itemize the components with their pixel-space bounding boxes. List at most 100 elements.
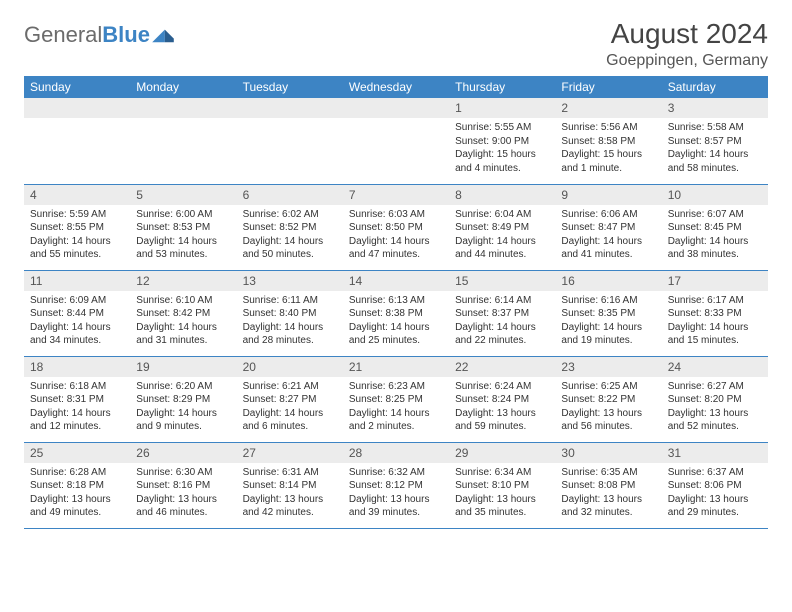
calendar-day-cell: 12Sunrise: 6:10 AMSunset: 8:42 PMDayligh… (130, 270, 236, 356)
sunset-text: Sunset: 8:10 PM (455, 479, 549, 493)
calendar-day-cell: 16Sunrise: 6:16 AMSunset: 8:35 PMDayligh… (555, 270, 661, 356)
daylight-text-2: and 9 minutes. (136, 420, 230, 434)
sunrise-text: Sunrise: 6:10 AM (136, 294, 230, 308)
calendar-day-cell: 8Sunrise: 6:04 AMSunset: 8:49 PMDaylight… (449, 184, 555, 270)
daylight-text-2: and 12 minutes. (30, 420, 124, 434)
calendar-day-cell: 9Sunrise: 6:06 AMSunset: 8:47 PMDaylight… (555, 184, 661, 270)
daylight-text-1: Daylight: 13 hours (243, 493, 337, 507)
sunset-text: Sunset: 8:27 PM (243, 393, 337, 407)
daylight-text-2: and 42 minutes. (243, 506, 337, 520)
day-details: Sunrise: 6:37 AMSunset: 8:06 PMDaylight:… (662, 463, 768, 524)
day-number: 31 (662, 443, 768, 463)
day-details: Sunrise: 6:10 AMSunset: 8:42 PMDaylight:… (130, 291, 236, 352)
calendar-day-cell: 21Sunrise: 6:23 AMSunset: 8:25 PMDayligh… (343, 356, 449, 442)
sunrise-text: Sunrise: 5:55 AM (455, 121, 549, 135)
daylight-text-1: Daylight: 14 hours (136, 321, 230, 335)
calendar-day-cell: 2Sunrise: 5:56 AMSunset: 8:58 PMDaylight… (555, 98, 661, 184)
daylight-text-1: Daylight: 14 hours (349, 235, 443, 249)
sunset-text: Sunset: 8:53 PM (136, 221, 230, 235)
day-details: Sunrise: 6:16 AMSunset: 8:35 PMDaylight:… (555, 291, 661, 352)
day-number: 24 (662, 357, 768, 377)
daylight-text-2: and 58 minutes. (668, 162, 762, 176)
daylight-text-1: Daylight: 13 hours (349, 493, 443, 507)
sunset-text: Sunset: 8:47 PM (561, 221, 655, 235)
sunrise-text: Sunrise: 6:17 AM (668, 294, 762, 308)
weekday-header: Friday (555, 76, 661, 98)
daylight-text-2: and 50 minutes. (243, 248, 337, 262)
brand-name: GeneralBlue (24, 22, 150, 48)
daylight-text-1: Daylight: 14 hours (30, 407, 124, 421)
day-details: Sunrise: 6:07 AMSunset: 8:45 PMDaylight:… (662, 205, 768, 266)
sunset-text: Sunset: 8:08 PM (561, 479, 655, 493)
day-details: Sunrise: 6:03 AMSunset: 8:50 PMDaylight:… (343, 205, 449, 266)
calendar-day-cell: 20Sunrise: 6:21 AMSunset: 8:27 PMDayligh… (237, 356, 343, 442)
daylight-text-1: Daylight: 14 hours (30, 321, 124, 335)
sunset-text: Sunset: 8:18 PM (30, 479, 124, 493)
day-number: 11 (24, 271, 130, 291)
day-number: 26 (130, 443, 236, 463)
day-details: Sunrise: 6:14 AMSunset: 8:37 PMDaylight:… (449, 291, 555, 352)
day-details: Sunrise: 5:58 AMSunset: 8:57 PMDaylight:… (662, 118, 768, 179)
day-details: Sunrise: 6:32 AMSunset: 8:12 PMDaylight:… (343, 463, 449, 524)
day-number: 12 (130, 271, 236, 291)
calendar-day-cell: 11Sunrise: 6:09 AMSunset: 8:44 PMDayligh… (24, 270, 130, 356)
daylight-text-2: and 4 minutes. (455, 162, 549, 176)
day-number: 15 (449, 271, 555, 291)
sunset-text: Sunset: 8:35 PM (561, 307, 655, 321)
daylight-text-2: and 25 minutes. (349, 334, 443, 348)
calendar-day-cell: 18Sunrise: 6:18 AMSunset: 8:31 PMDayligh… (24, 356, 130, 442)
calendar-day-cell (237, 98, 343, 184)
daylight-text-1: Daylight: 14 hours (243, 235, 337, 249)
day-number: 30 (555, 443, 661, 463)
sunrise-text: Sunrise: 6:16 AM (561, 294, 655, 308)
day-details: Sunrise: 6:06 AMSunset: 8:47 PMDaylight:… (555, 205, 661, 266)
weekday-header: Thursday (449, 76, 555, 98)
sunrise-text: Sunrise: 6:28 AM (30, 466, 124, 480)
daylight-text-2: and 31 minutes. (136, 334, 230, 348)
day-details: Sunrise: 6:04 AMSunset: 8:49 PMDaylight:… (449, 205, 555, 266)
day-details: Sunrise: 6:30 AMSunset: 8:16 PMDaylight:… (130, 463, 236, 524)
day-number: 1 (449, 98, 555, 118)
day-number: 20 (237, 357, 343, 377)
calendar-day-cell: 25Sunrise: 6:28 AMSunset: 8:18 PMDayligh… (24, 442, 130, 528)
sunrise-text: Sunrise: 6:20 AM (136, 380, 230, 394)
day-details: Sunrise: 6:35 AMSunset: 8:08 PMDaylight:… (555, 463, 661, 524)
weekday-header: Saturday (662, 76, 768, 98)
calendar-day-cell: 19Sunrise: 6:20 AMSunset: 8:29 PMDayligh… (130, 356, 236, 442)
calendar-day-cell: 4Sunrise: 5:59 AMSunset: 8:55 PMDaylight… (24, 184, 130, 270)
brand-name-part1: General (24, 22, 102, 47)
daylight-text-2: and 55 minutes. (30, 248, 124, 262)
sunrise-text: Sunrise: 6:27 AM (668, 380, 762, 394)
sunrise-text: Sunrise: 6:02 AM (243, 208, 337, 222)
daylight-text-1: Daylight: 14 hours (455, 235, 549, 249)
daylight-text-2: and 47 minutes. (349, 248, 443, 262)
daylight-text-1: Daylight: 13 hours (561, 493, 655, 507)
sunrise-text: Sunrise: 6:35 AM (561, 466, 655, 480)
sunrise-text: Sunrise: 6:09 AM (30, 294, 124, 308)
day-details: Sunrise: 6:24 AMSunset: 8:24 PMDaylight:… (449, 377, 555, 438)
location-label: Goeppingen, Germany (606, 52, 768, 70)
calendar-table: SundayMondayTuesdayWednesdayThursdayFrid… (24, 76, 768, 529)
day-number: 22 (449, 357, 555, 377)
day-details: Sunrise: 5:56 AMSunset: 8:58 PMDaylight:… (555, 118, 661, 179)
sunrise-text: Sunrise: 6:32 AM (349, 466, 443, 480)
daylight-text-1: Daylight: 14 hours (243, 407, 337, 421)
calendar-day-cell: 29Sunrise: 6:34 AMSunset: 8:10 PMDayligh… (449, 442, 555, 528)
day-details: Sunrise: 6:11 AMSunset: 8:40 PMDaylight:… (237, 291, 343, 352)
daylight-text-2: and 15 minutes. (668, 334, 762, 348)
day-number: 9 (555, 185, 661, 205)
day-details: Sunrise: 6:02 AMSunset: 8:52 PMDaylight:… (237, 205, 343, 266)
daylight-text-2: and 29 minutes. (668, 506, 762, 520)
sunset-text: Sunset: 8:45 PM (668, 221, 762, 235)
daylight-text-1: Daylight: 15 hours (561, 148, 655, 162)
sunrise-text: Sunrise: 6:00 AM (136, 208, 230, 222)
daylight-text-2: and 35 minutes. (455, 506, 549, 520)
daylight-text-2: and 32 minutes. (561, 506, 655, 520)
day-number: 8 (449, 185, 555, 205)
day-number: 28 (343, 443, 449, 463)
day-details: Sunrise: 6:25 AMSunset: 8:22 PMDaylight:… (555, 377, 661, 438)
brand-logo: GeneralBlue (24, 18, 174, 48)
sunrise-text: Sunrise: 6:04 AM (455, 208, 549, 222)
sunset-text: Sunset: 8:49 PM (455, 221, 549, 235)
calendar-day-cell (343, 98, 449, 184)
